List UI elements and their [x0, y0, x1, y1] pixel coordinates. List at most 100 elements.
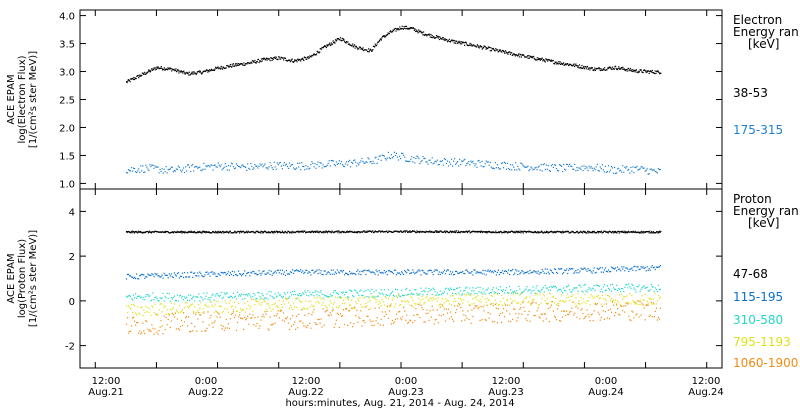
data-point: [650, 266, 652, 268]
data-point: [550, 165, 552, 167]
data-point: [182, 299, 185, 301]
data-point: [625, 302, 627, 304]
data-point: [524, 310, 526, 312]
data-point: [654, 70, 656, 72]
data-point: [407, 160, 409, 162]
data-point: [339, 296, 342, 298]
data-point: [526, 56, 528, 58]
data-point: [154, 303, 156, 305]
data-point: [651, 231, 653, 233]
data-point: [501, 162, 504, 164]
data-point: [231, 312, 233, 315]
data-point: [319, 322, 321, 324]
data-point: [327, 45, 329, 47]
data-point: [622, 298, 624, 300]
data-point: [569, 63, 571, 65]
data-point: [328, 42, 331, 44]
data-point: [552, 310, 554, 312]
data-point: [575, 287, 577, 289]
data-point: [624, 69, 626, 72]
data-point: [269, 316, 271, 318]
data-point: [219, 232, 221, 234]
data-point: [129, 330, 132, 332]
data-point: [133, 77, 135, 79]
data-point: [402, 272, 404, 274]
data-point: [389, 158, 391, 160]
data-point: [214, 320, 216, 322]
data-point: [197, 230, 199, 233]
data-point: [475, 296, 477, 298]
data-point: [363, 306, 365, 308]
data-point: [329, 312, 331, 314]
data-point: [403, 154, 405, 156]
data-point: [241, 62, 243, 65]
data-point: [519, 56, 521, 58]
data-point: [351, 272, 353, 274]
data-point: [541, 288, 543, 290]
data-point: [436, 269, 438, 272]
data-point: [383, 36, 386, 38]
data-point: [393, 30, 395, 32]
data-point: [481, 296, 483, 298]
data-point: [640, 288, 642, 290]
data-point: [657, 284, 659, 286]
data-point: [509, 304, 511, 306]
data-point: [297, 297, 299, 299]
data-point: [181, 169, 184, 171]
data-point: [581, 268, 583, 270]
data-point: [283, 320, 285, 322]
data-point: [377, 158, 379, 160]
data-point: [340, 315, 343, 317]
legend-title: Energy ran: [733, 25, 799, 39]
data-point: [382, 35, 384, 37]
data-point: [603, 69, 605, 71]
data-point: [238, 302, 240, 305]
data-point: [204, 231, 206, 233]
data-point: [555, 61, 557, 63]
data-point: [336, 230, 338, 232]
data-point: [146, 294, 148, 296]
data-point: [337, 293, 339, 295]
data-point: [147, 273, 149, 275]
data-point: [243, 328, 245, 330]
data-point: [376, 162, 378, 164]
data-point: [527, 270, 529, 272]
data-point: [170, 67, 172, 70]
data-point: [366, 231, 368, 233]
data-point: [272, 308, 274, 310]
data-point: [161, 69, 164, 71]
data-point: [266, 310, 268, 312]
data-point: [246, 63, 248, 65]
data-point: [633, 317, 635, 319]
data-point: [457, 232, 459, 234]
data-point: [330, 269, 332, 271]
data-point: [438, 36, 440, 38]
data-point: [386, 230, 388, 232]
data-point: [382, 301, 384, 303]
data-point: [308, 295, 310, 297]
data-point: [543, 291, 545, 293]
data-point: [238, 295, 240, 297]
data-point: [536, 231, 538, 233]
data-point: [214, 164, 216, 166]
data-point: [605, 303, 607, 305]
data-point: [498, 292, 500, 294]
data-point: [397, 230, 400, 233]
data-point: [163, 272, 165, 274]
data-point: [168, 168, 170, 170]
data-point: [215, 230, 217, 232]
data-point: [423, 34, 425, 36]
data-point: [380, 289, 382, 291]
data-point: [294, 59, 296, 61]
data-point: [632, 231, 634, 233]
data-point: [546, 303, 548, 305]
data-point: [506, 168, 508, 170]
data-point: [211, 164, 213, 166]
data-point: [596, 303, 598, 305]
data-point: [489, 50, 491, 52]
data-point: [638, 168, 640, 171]
data-point: [308, 271, 310, 273]
series-175-315: [125, 151, 661, 175]
data-point: [127, 273, 130, 275]
data-point: [174, 312, 176, 314]
